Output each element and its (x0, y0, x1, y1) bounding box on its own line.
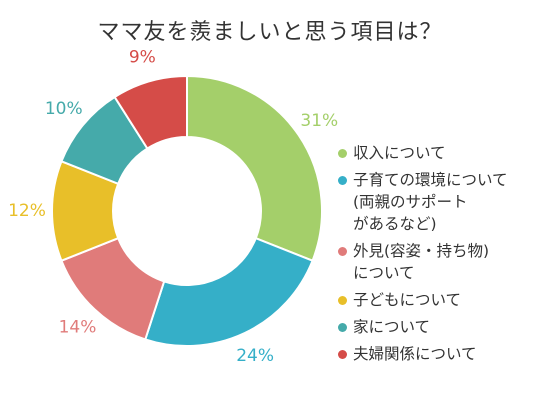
donut-slice-6 (113, 74, 188, 150)
legend-color-dot (338, 149, 347, 158)
percentage-label-6: 9% (129, 47, 156, 67)
legend-label: 子育ての環境について (両親のサポート があるなど) (353, 171, 508, 233)
legend-label: 外見(容姿・持ち物) について (353, 242, 490, 282)
legend-label: 夫婦関係について (353, 345, 477, 363)
legend-item: 子育ての環境について (両親のサポート があるなど) (338, 169, 538, 235)
percentage-label-2: 24% (236, 346, 274, 366)
legend-item: 夫婦関係について (338, 343, 538, 365)
donut-slice-1 (186, 74, 323, 262)
donut-slices (51, 74, 323, 347)
percentage-label-4: 12% (8, 201, 46, 221)
chart-title: ママ友を羨ましいと思う項目は？ (97, 20, 443, 45)
legend-item: 外見(容姿・持ち物) について (338, 240, 538, 284)
legend: 収入について子育ての環境について (両親のサポート があるなど) 外見(容姿・持ち… (338, 142, 538, 370)
percentage-label-3: 14% (59, 318, 97, 338)
legend-color-dot (338, 247, 347, 256)
donut-slice-2 (144, 236, 314, 347)
legend-item: 子どもについて (338, 289, 538, 311)
legend-color-dot (338, 176, 347, 185)
legend-item: 収入について (338, 142, 538, 164)
percentage-labels: 31% 24% 14% 12% 10% 9% (8, 47, 338, 365)
legend-color-dot (338, 350, 347, 359)
legend-label: 家について (353, 318, 431, 336)
legend-color-dot (338, 296, 347, 305)
legend-label: 収入について (353, 144, 446, 162)
legend-label: 子どもについて (353, 291, 462, 309)
percentage-label-5: 10% (45, 99, 83, 119)
legend-item: 家について (338, 316, 538, 338)
percentage-label-1: 31% (300, 111, 338, 131)
legend-color-dot (338, 323, 347, 332)
